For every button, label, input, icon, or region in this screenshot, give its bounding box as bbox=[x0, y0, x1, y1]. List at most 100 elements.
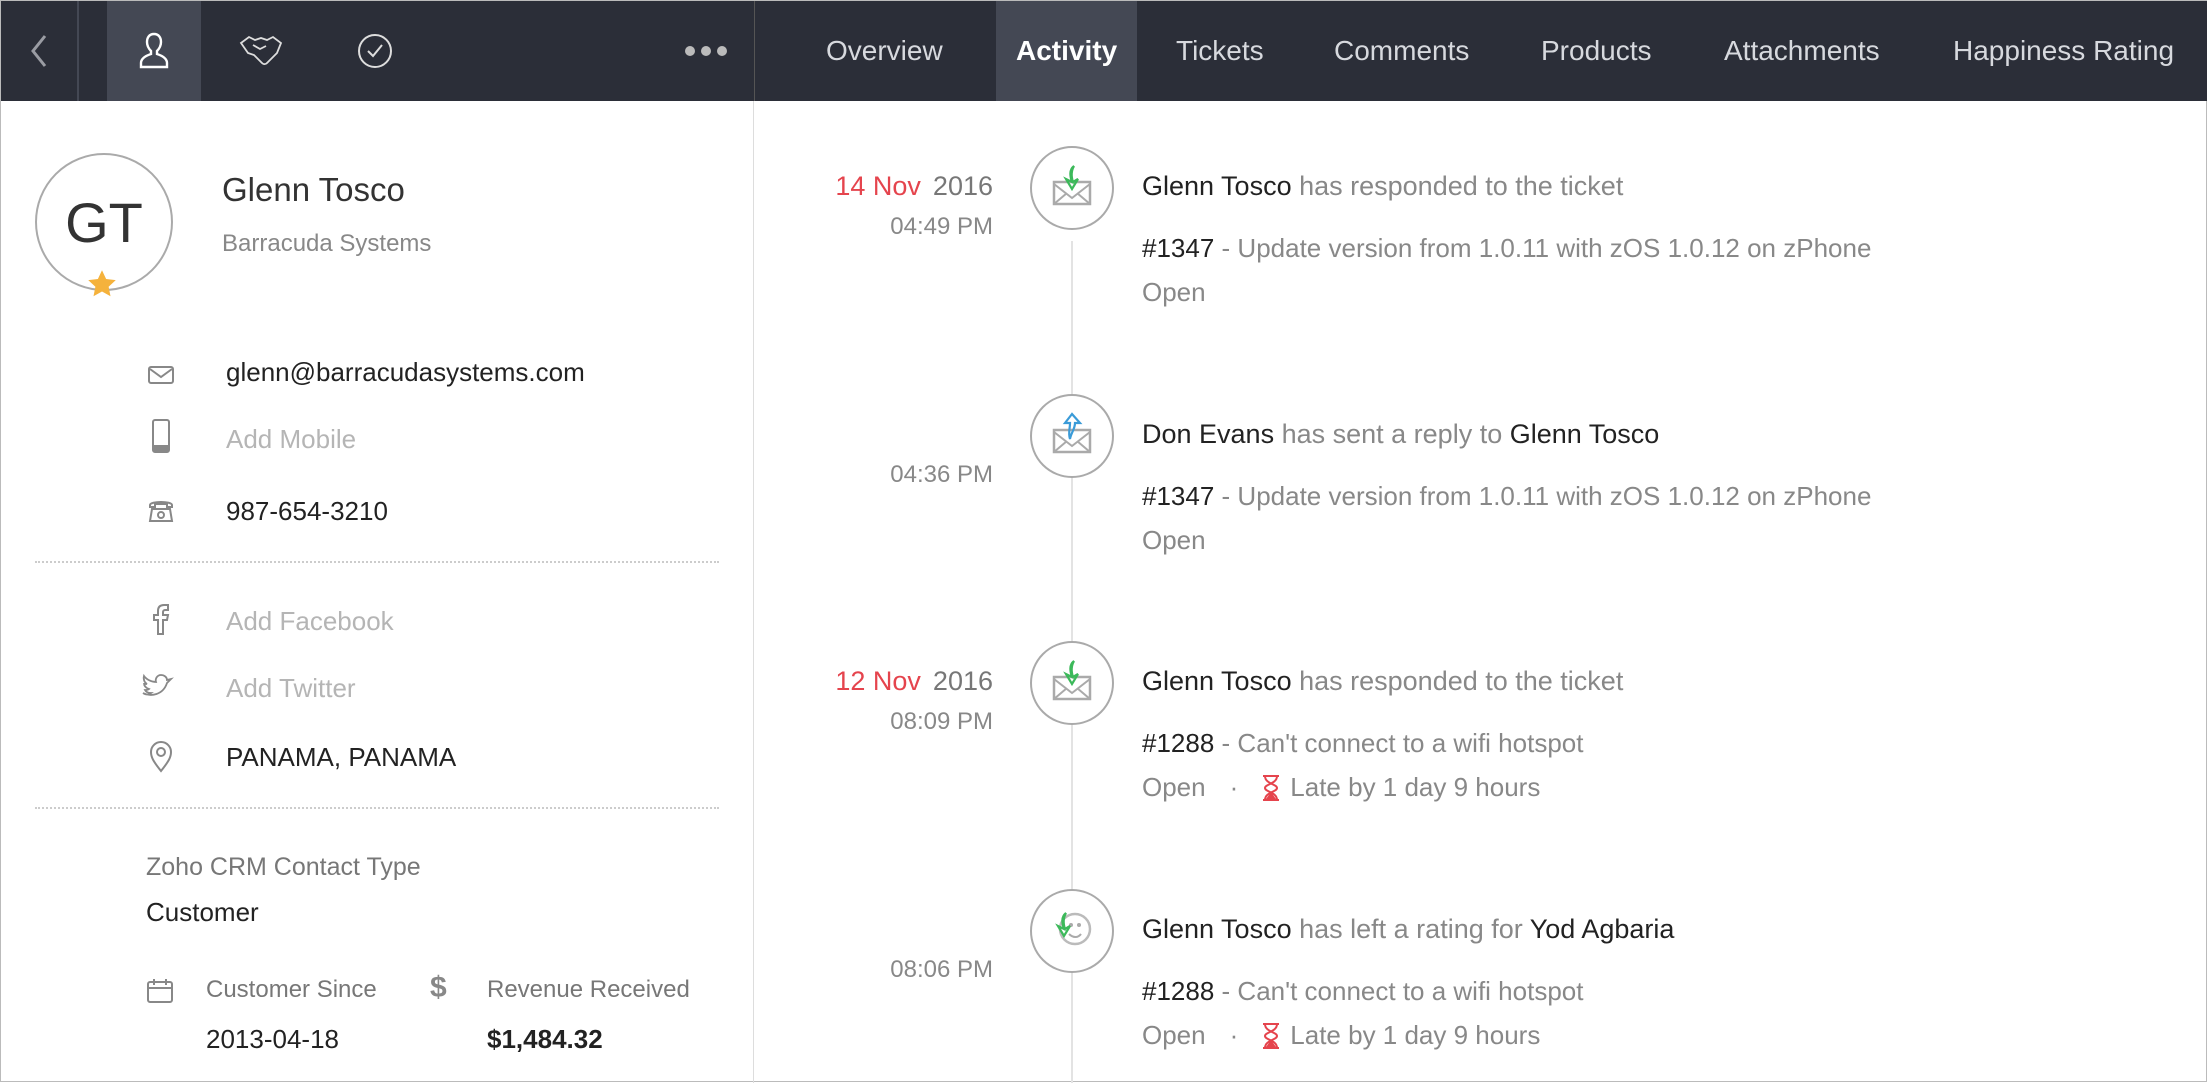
add-twitter-field[interactable]: Add Twitter bbox=[226, 673, 356, 703]
customer-since-label: Customer Since bbox=[206, 976, 377, 1003]
crm-type-label: Zoho CRM Contact Type bbox=[146, 853, 421, 881]
back-button[interactable] bbox=[1, 1, 77, 101]
divider bbox=[35, 807, 719, 809]
ticket-line: #1288 - Can't connect to a wifi hotspot bbox=[1142, 728, 1583, 759]
email-value[interactable]: glenn@barracudasystems.com bbox=[226, 357, 585, 387]
location-pin-icon bbox=[149, 741, 173, 773]
customer-since-value: 2013-04-18 bbox=[206, 1024, 339, 1054]
back-chevron-icon bbox=[31, 35, 47, 67]
date-year: 2016 bbox=[932, 171, 993, 201]
status-label: Open bbox=[1142, 525, 1206, 555]
company-name[interactable]: Barracuda Systems bbox=[222, 230, 432, 257]
rating-smiley-icon bbox=[1048, 905, 1096, 958]
status-label: Open bbox=[1142, 772, 1206, 802]
check-circle-icon bbox=[358, 34, 392, 68]
ticket-status-line: Open · Late by 1 day 9 hours bbox=[1142, 772, 1540, 803]
date-day: 14 Nov bbox=[835, 171, 921, 201]
user-name-link[interactable]: Glenn Tosco bbox=[1142, 666, 1292, 696]
contact-panel bbox=[1, 101, 754, 1083]
deals-tab-button[interactable] bbox=[221, 1, 301, 101]
activity-time: 04:49 PM bbox=[890, 213, 993, 240]
ticket-title[interactable]: - Update version from 1.0.11 with zOS 1.… bbox=[1214, 233, 1872, 263]
activity-time: 08:06 PM bbox=[890, 956, 993, 983]
ticket-title[interactable]: - Update version from 1.0.11 with zOS 1.… bbox=[1214, 481, 1872, 511]
date-year: 2016 bbox=[932, 666, 993, 696]
ticket-id-link[interactable]: #1347 bbox=[1142, 233, 1215, 263]
top-nav-bar: Overview Activity Tickets Comments Products A… bbox=[1, 1, 2207, 101]
facebook-icon bbox=[153, 604, 170, 635]
divider bbox=[35, 561, 719, 563]
add-facebook-field[interactable]: Add Facebook bbox=[226, 606, 394, 636]
activity-heading: Don Evans has sent a reply to Glenn Tosc… bbox=[1142, 419, 1659, 450]
user-name-link[interactable]: Glenn Tosco bbox=[1509, 419, 1660, 449]
contact-person-icon bbox=[139, 32, 169, 69]
star-icon bbox=[88, 270, 116, 297]
ticket-line: #1347 - Update version from 1.0.11 with … bbox=[1142, 481, 1871, 512]
ticket-status-line: Open · Late by 1 day 9 hours bbox=[1142, 1020, 1540, 1051]
ticket-title[interactable]: - Can't connect to a wifi hotspot bbox=[1214, 976, 1584, 1006]
activity-heading: Glenn Tosco has responded to the ticket bbox=[1142, 666, 1623, 697]
user-name-link[interactable]: Glenn Tosco bbox=[1142, 914, 1292, 944]
hourglass-icon bbox=[1262, 1022, 1280, 1049]
tab-attachments[interactable]: Attachments bbox=[1724, 35, 1880, 66]
activity-heading: Glenn Tosco has responded to the ticket bbox=[1142, 171, 1623, 202]
separator-dot: · bbox=[1229, 772, 1239, 802]
activity-date: 12 Nov 2016 bbox=[835, 666, 993, 697]
ticket-id-link[interactable]: #1288 bbox=[1142, 976, 1215, 1006]
mail-sent-icon bbox=[1048, 410, 1096, 463]
status-label: Open bbox=[1142, 1020, 1206, 1050]
tab-comments[interactable]: Comments bbox=[1334, 35, 1470, 66]
late-label: Late by 1 day 9 hours bbox=[1290, 772, 1541, 802]
activity-heading: Glenn Tosco has left a rating for Yod Ag… bbox=[1142, 914, 1674, 945]
user-name-link[interactable]: Glenn Tosco bbox=[1142, 171, 1292, 201]
activity-description: has responded to the ticket bbox=[1291, 171, 1624, 201]
status-label: Open bbox=[1142, 277, 1206, 307]
tab-tickets[interactable]: Tickets bbox=[1176, 35, 1264, 66]
calendar-icon bbox=[147, 979, 173, 1003]
date-day: 12 Nov bbox=[835, 666, 921, 696]
phone-icon bbox=[148, 501, 174, 522]
ticket-status-line: Open bbox=[1142, 277, 1206, 308]
add-mobile-field[interactable]: Add Mobile bbox=[226, 424, 357, 454]
ticket-line: #1347 - Update version from 1.0.11 with … bbox=[1142, 233, 1871, 264]
tab-activity[interactable]: Activity bbox=[996, 1, 1138, 101]
user-name-link[interactable]: Don Evans bbox=[1142, 419, 1275, 449]
handshake-icon bbox=[239, 35, 283, 66]
phone-value[interactable]: 987-654-3210 bbox=[226, 496, 388, 526]
tab-overview[interactable]: Overview bbox=[826, 35, 943, 66]
activity-description: has left a rating for bbox=[1291, 914, 1530, 944]
late-label: Late by 1 day 9 hours bbox=[1290, 1020, 1541, 1050]
contact-name: Glenn Tosco bbox=[222, 171, 405, 208]
mobile-icon bbox=[152, 419, 170, 453]
divider bbox=[77, 1, 79, 101]
ticket-id-link[interactable]: #1347 bbox=[1142, 481, 1215, 511]
ticket-title[interactable]: - Can't connect to a wifi hotspot bbox=[1214, 728, 1584, 758]
separator-dot: · bbox=[1229, 1020, 1239, 1050]
tasks-tab-button[interactable] bbox=[335, 1, 415, 101]
tab-happiness-rating[interactable]: Happiness Rating bbox=[1953, 35, 2175, 66]
revenue-value: $1,484.32 bbox=[487, 1024, 603, 1054]
activity-description: has sent a reply to bbox=[1274, 419, 1510, 449]
more-dots-icon bbox=[685, 46, 727, 56]
dollar-icon: $ bbox=[430, 971, 447, 1004]
activity-time: 04:36 PM bbox=[890, 461, 993, 488]
mail-received-badge bbox=[1030, 146, 1114, 230]
email-icon bbox=[148, 366, 174, 384]
mail-received-badge bbox=[1030, 641, 1114, 725]
activity-date: 14 Nov 2016 bbox=[835, 171, 993, 202]
location-value: PANAMA, PANAMA bbox=[226, 742, 457, 772]
crm-type-value: Customer bbox=[146, 897, 259, 927]
mail-received-icon bbox=[1048, 657, 1096, 710]
twitter-icon bbox=[142, 673, 174, 696]
user-name-link[interactable]: Yod Agbaria bbox=[1529, 914, 1675, 944]
hourglass-icon bbox=[1262, 774, 1280, 801]
more-button[interactable] bbox=[671, 1, 741, 101]
tab-products[interactable]: Products bbox=[1541, 35, 1652, 66]
ticket-line: #1288 - Can't connect to a wifi hotspot bbox=[1142, 976, 1583, 1007]
rating-smiley-badge bbox=[1030, 889, 1114, 973]
activity-description: has responded to the ticket bbox=[1291, 666, 1624, 696]
contact-tab-button[interactable] bbox=[107, 1, 201, 101]
revenue-label: Revenue Received bbox=[487, 976, 690, 1003]
divider bbox=[754, 1, 755, 101]
ticket-id-link[interactable]: #1288 bbox=[1142, 728, 1215, 758]
